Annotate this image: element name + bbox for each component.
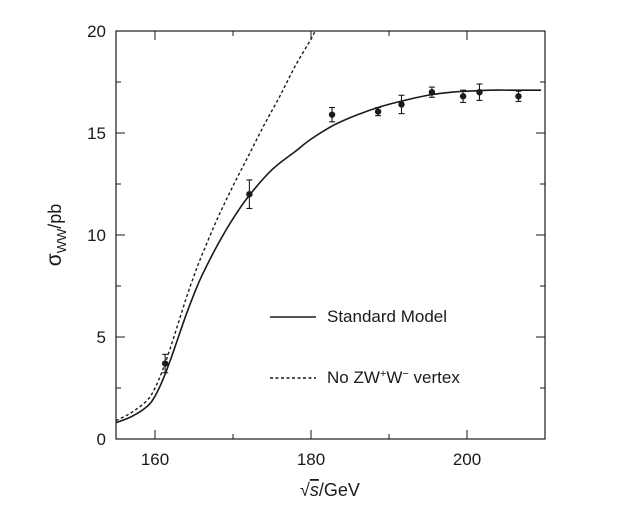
legend: Standard Model No ZW+W− vertex [270,307,460,387]
theory-curves [115,30,542,424]
x-axis-label: √s/GeV [300,480,360,500]
x-tick-label: 180 [297,450,325,469]
y-tick-label: 5 [97,328,106,347]
x-axis-unit: /GeV [319,480,360,500]
data-point [328,111,336,118]
data-point [374,108,382,115]
y-axis-symbol: σ [43,253,66,266]
y-tick-label: 15 [87,124,106,143]
legend-label-no-vertex: No ZW+W− vertex [327,368,460,387]
data-point [161,360,169,367]
data-point [398,101,405,108]
data-point [515,93,522,100]
data-point [428,89,436,96]
data-point [246,191,253,198]
x-tick-label: 160 [141,450,169,469]
standard-model-curve [115,89,542,424]
sqrt-sign: √ [300,480,310,500]
y-tick-label: 20 [87,22,106,41]
y-tick-label: 0 [97,430,106,449]
tick-labels: 160 180 200 0 5 10 15 20 [87,22,481,469]
data-point [459,93,467,100]
measurement-points [161,83,522,374]
no-vertex-curve [115,30,316,422]
svg-text:σWW/pb: σWW/pb [43,204,69,267]
y-axis-subscript: WW [54,228,69,253]
data-point [476,89,483,96]
y-tick-label: 10 [87,226,106,245]
x-tick-label: 200 [453,450,481,469]
x-axis-variable: s [310,480,319,500]
legend-label-standard-model: Standard Model [327,307,447,326]
y-axis-unit: /pb [45,204,65,229]
y-axis-label: σWW/pb [43,204,69,267]
svg-text:√s/GeV: √s/GeV [300,480,360,500]
